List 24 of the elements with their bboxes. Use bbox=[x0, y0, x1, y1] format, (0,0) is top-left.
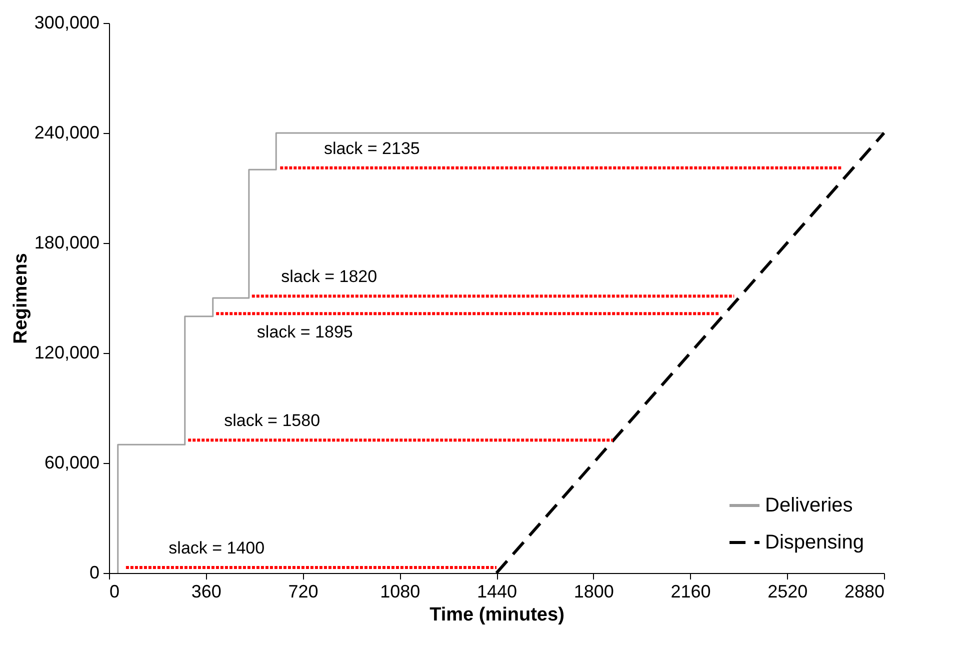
legend-label: Deliveries bbox=[765, 494, 853, 516]
x-axis-title: Time (minutes) bbox=[430, 604, 564, 626]
y-tick-label: 0 bbox=[89, 562, 100, 582]
y-tick-label: 180,000 bbox=[34, 232, 100, 252]
y-tick-label: 120,000 bbox=[34, 342, 100, 362]
y-tick-label: 240,000 bbox=[34, 122, 100, 142]
y-tick-label: 300,000 bbox=[34, 12, 100, 32]
x-tick-label: 2160 bbox=[670, 582, 711, 602]
x-tick-label: 2520 bbox=[768, 582, 808, 602]
x-tick-label: 1080 bbox=[380, 582, 420, 602]
annotation: slack = 1580 bbox=[224, 411, 320, 430]
annotation: slack = 1895 bbox=[256, 322, 353, 342]
x-tick-label: 1800 bbox=[574, 582, 614, 602]
annotation: slack = 1400 bbox=[168, 538, 265, 558]
x-tick-label: 360 bbox=[191, 582, 222, 602]
annotation: slack = 2135 bbox=[324, 138, 420, 158]
x-tick-label: 0 bbox=[110, 582, 120, 602]
annotation: slack = 1820 bbox=[281, 267, 378, 286]
legend-label: Dispensing bbox=[765, 532, 864, 554]
y-tick-label: 60,000 bbox=[44, 452, 100, 472]
x-tick-label: 1440 bbox=[476, 582, 518, 602]
y-axis-title: Regimens bbox=[10, 253, 32, 344]
x-tick-label: 720 bbox=[288, 582, 318, 602]
x-tick-label: 2880 bbox=[844, 582, 884, 602]
